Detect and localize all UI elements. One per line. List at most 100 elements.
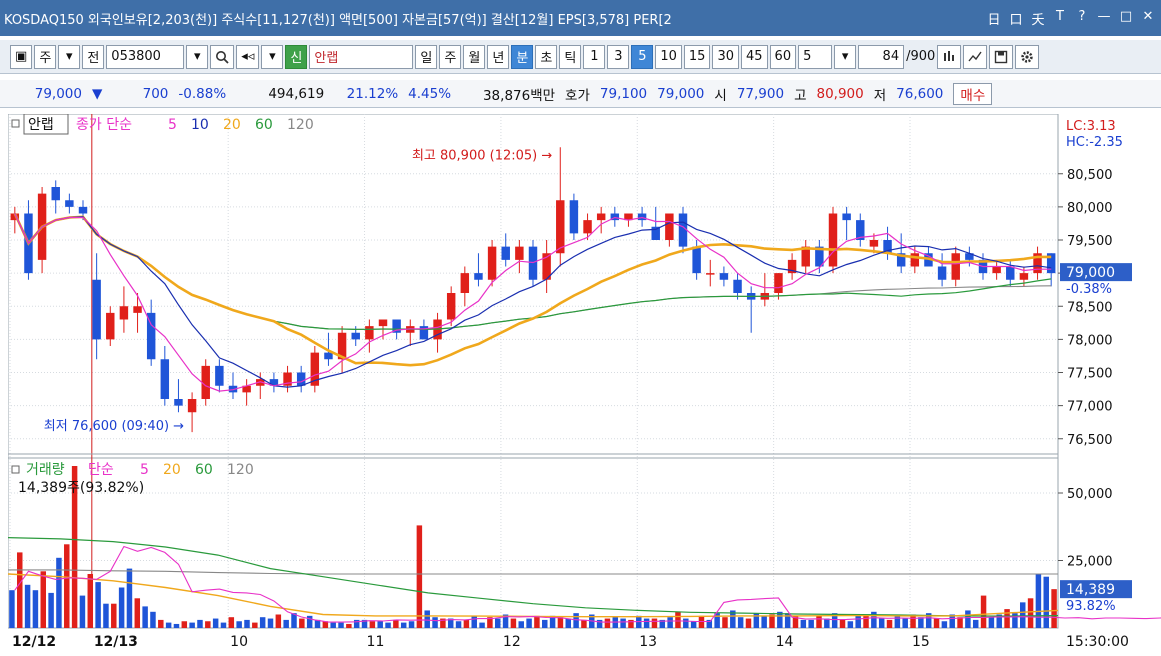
last-volume-box bbox=[1060, 580, 1132, 599]
vol-legend-period: 120 bbox=[227, 462, 254, 478]
period-year[interactable]: 년 bbox=[487, 44, 510, 69]
volume-bar bbox=[87, 574, 94, 628]
gear-icon[interactable] bbox=[1015, 44, 1040, 69]
candle-body bbox=[665, 213, 674, 240]
volume-bar bbox=[158, 619, 164, 628]
volume-bar bbox=[71, 466, 78, 628]
turnover: 4.45% bbox=[408, 85, 452, 102]
candle-body bbox=[242, 385, 251, 393]
period-second[interactable]: 초 bbox=[535, 44, 558, 69]
unit-dropdown[interactable]: ▾ bbox=[834, 44, 857, 69]
layout-icon[interactable]: 日 bbox=[987, 12, 1001, 28]
volume-bar bbox=[48, 592, 54, 628]
volume-bar bbox=[377, 621, 383, 628]
volume-bar bbox=[189, 622, 195, 628]
volume-bar bbox=[965, 610, 971, 628]
search-icon[interactable] bbox=[210, 44, 235, 69]
lc-label: LC:3.13 bbox=[1066, 119, 1116, 134]
volume-bar bbox=[808, 619, 814, 628]
vol-legend-period: 60 bbox=[195, 462, 213, 478]
volume-bar bbox=[471, 615, 477, 628]
volume-bar bbox=[32, 590, 39, 628]
chart-svg[interactable]: 80,500 80,000 79,500 79,000 78,500 78,000 77,5… bbox=[7, 113, 1161, 652]
toolbar: ▣ 주 ▾ 전 053800 ▾ ◂◃ ▾ 신 안랩 일 주 월 년 분 초 틱… bbox=[0, 40, 1161, 74]
volume-bar bbox=[910, 614, 916, 628]
candle-body bbox=[283, 372, 292, 386]
period-minute[interactable]: 분 bbox=[511, 44, 534, 69]
minute-45[interactable]: 45 bbox=[741, 44, 768, 69]
pin-icon[interactable]: 夭 bbox=[1031, 12, 1045, 28]
candle-body bbox=[637, 213, 647, 221]
volume-bar bbox=[1012, 613, 1018, 628]
code-input[interactable]: 053800 bbox=[106, 44, 185, 69]
indicator-icon[interactable] bbox=[937, 44, 962, 69]
volume-bar bbox=[299, 618, 305, 628]
candle-body bbox=[215, 365, 224, 386]
unit-input[interactable]: 5 bbox=[798, 44, 833, 69]
minute-1[interactable]: 1 bbox=[583, 44, 606, 69]
buy-button[interactable]: 매수 bbox=[953, 82, 993, 105]
period-month[interactable]: 월 bbox=[463, 44, 486, 69]
candle-body bbox=[106, 312, 115, 340]
high-annotation: 최고 80,900 (12:05) → bbox=[412, 148, 552, 163]
minute-3[interactable]: 3 bbox=[607, 44, 630, 69]
volume-bar bbox=[424, 610, 430, 628]
volume-bar bbox=[714, 613, 720, 628]
price-tick-label: 78,500 bbox=[1067, 300, 1113, 315]
candle-body bbox=[228, 385, 238, 393]
volume-bar bbox=[722, 617, 728, 628]
volume-bar bbox=[1051, 589, 1057, 628]
volume-tick-label: 25,000 bbox=[1067, 555, 1113, 570]
minute-5[interactable]: 5 bbox=[631, 44, 654, 69]
volume-bar bbox=[487, 617, 493, 628]
x-tick-label: 12 bbox=[503, 634, 521, 650]
volume-bar bbox=[408, 621, 415, 628]
help-icon[interactable]: ? bbox=[1078, 8, 1086, 24]
volume-bar bbox=[494, 618, 501, 628]
candle-body bbox=[528, 246, 538, 280]
time-label: 15:30:00 bbox=[1066, 634, 1129, 650]
speaker-icon[interactable]: ◂◃ bbox=[236, 44, 260, 69]
volume-tick-label: 50,000 bbox=[1067, 487, 1113, 502]
maximize-icon[interactable]: □ bbox=[1119, 8, 1133, 24]
volume-bar bbox=[706, 619, 713, 628]
save-icon[interactable] bbox=[989, 44, 1014, 69]
close-icon[interactable]: ✕ bbox=[1142, 8, 1154, 24]
candle-body bbox=[487, 246, 497, 280]
open-price: 77,900 bbox=[736, 85, 785, 102]
font-icon[interactable]: T bbox=[1056, 8, 1064, 24]
sound-dropdown[interactable]: ▾ bbox=[261, 44, 284, 69]
market-dropdown[interactable]: ▾ bbox=[58, 44, 81, 69]
grid-icon[interactable]: ▣ bbox=[10, 44, 33, 69]
x-tick-label: 12/13 bbox=[94, 634, 138, 650]
volume-bar bbox=[753, 613, 760, 628]
minimize-icon[interactable]: — bbox=[1097, 8, 1111, 24]
market-select[interactable]: 주 bbox=[34, 44, 57, 69]
stock-name[interactable]: 안랩 bbox=[309, 44, 414, 69]
period-week[interactable]: 주 bbox=[439, 44, 462, 69]
chart-labels: 최고 80,900 (12:05) → 최저 76,600 (09:40) → 79… bbox=[11, 113, 1132, 614]
minute-60[interactable]: 60 bbox=[769, 44, 797, 69]
volume-bar bbox=[9, 590, 15, 628]
candle-body bbox=[446, 293, 456, 320]
prev-button[interactable]: 전 bbox=[82, 44, 105, 69]
chart-area[interactable]: 80,500 80,000 79,500 79,000 78,500 78,000 77,5… bbox=[7, 113, 1161, 652]
minute-10[interactable]: 10 bbox=[655, 44, 682, 69]
window-icon[interactable]: 口 bbox=[1009, 12, 1023, 28]
candle-body bbox=[310, 352, 320, 386]
count-input[interactable]: 84 bbox=[858, 44, 905, 69]
volume-bar bbox=[142, 606, 148, 628]
minute-15[interactable]: 15 bbox=[683, 44, 711, 69]
minute-30[interactable]: 30 bbox=[712, 44, 739, 69]
period-day[interactable]: 일 bbox=[415, 44, 438, 69]
volume-bar bbox=[103, 603, 109, 628]
low-label: 저 bbox=[873, 87, 887, 104]
candle-body bbox=[706, 273, 715, 275]
code-dropdown[interactable]: ▾ bbox=[186, 44, 209, 69]
volume-panel-frame bbox=[7, 453, 1059, 629]
x-tick-label: 15 bbox=[912, 634, 930, 650]
trend-icon[interactable] bbox=[963, 44, 988, 69]
period-tick[interactable]: 틱 bbox=[559, 44, 582, 69]
volume: 494,619 bbox=[268, 85, 325, 102]
legend-name-box bbox=[23, 113, 69, 135]
